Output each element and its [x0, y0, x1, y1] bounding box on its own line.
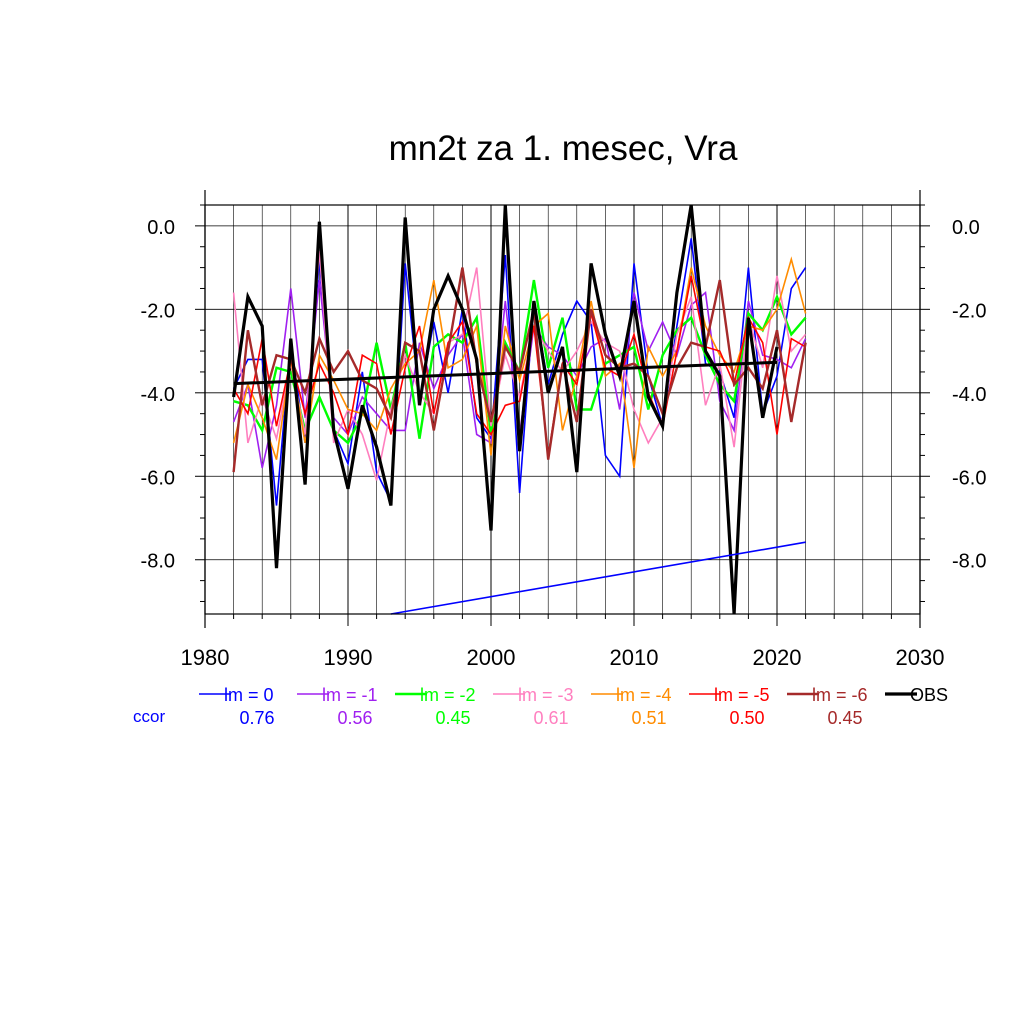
x-tick-label: 2020: [753, 645, 802, 670]
ccor-value-6: 0.45: [827, 708, 862, 728]
y-tick-label-left: -6.0: [141, 467, 175, 489]
y-tick-label-right: -8.0: [952, 551, 986, 573]
trend-line-1: [390, 541, 806, 615]
ccor-value-3: 0.61: [533, 708, 568, 728]
legend-label-2: lm = -2: [420, 685, 476, 705]
ccor-value-1: 0.56: [337, 708, 372, 728]
y-tick-label-left: -2.0: [141, 300, 175, 322]
ccor-value-4: 0.51: [631, 708, 666, 728]
x-tick-label: 1980: [181, 645, 230, 670]
legend-label-5: lm = -5: [714, 685, 770, 705]
y-tick-label-right: -4.0: [952, 384, 986, 406]
legend-label-3: lm = -3: [518, 685, 574, 705]
y-tick-label-right: -2.0: [952, 300, 986, 322]
legend-label-1: lm = -1: [322, 685, 378, 705]
legend-label-6: lm = -6: [812, 685, 868, 705]
y-tick-label-right: 0.0: [952, 217, 980, 239]
ccor-value-0: 0.76: [239, 708, 274, 728]
y-tick-label-left: -4.0: [141, 384, 175, 406]
x-tick-label: 2000: [467, 645, 516, 670]
y-tick-label-left: -8.0: [141, 551, 175, 573]
chart-title: mn2t za 1. mesec, Vra: [389, 129, 738, 168]
legend-label-0: lm = 0: [224, 685, 274, 705]
y-tick-label-right: -6.0: [952, 467, 986, 489]
axes: 0.0 0.0 -2.0 -2.0 -4.0 -4.0 -6.0 -6.0 -8.0 -8.0 19…: [141, 190, 986, 670]
legend-label-7: OBS: [910, 685, 948, 705]
trend-line-0: [233, 360, 778, 386]
ccor-label: ccor: [133, 707, 165, 726]
legend: ccor lm = 0 0.76 lm = -1 0.56 lm = -2 0.45 lm …: [133, 685, 948, 728]
y-tick-label-left: 0.0: [147, 217, 175, 239]
x-tick-label: 2030: [896, 645, 945, 670]
legend-label-4: lm = -4: [616, 685, 672, 705]
x-tick-label: 1990: [324, 645, 373, 670]
trend-layer: [233, 360, 806, 615]
ccor-value-2: 0.45: [435, 708, 470, 728]
ccor-value-5: 0.50: [729, 708, 764, 728]
x-tick-label: 2010: [610, 645, 659, 670]
